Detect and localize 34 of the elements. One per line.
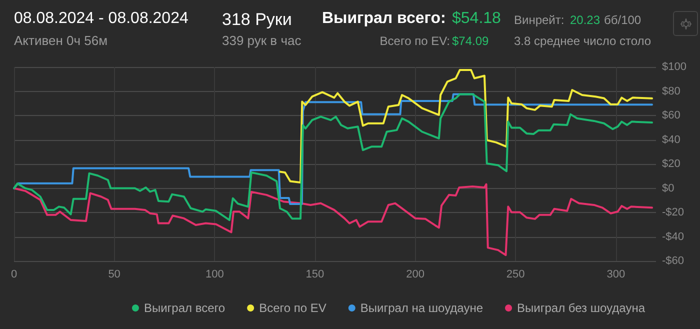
y-tick-label: $80 [662, 85, 680, 98]
y-tick-label: $0 [662, 182, 674, 194]
text: 339 рук в час [222, 33, 302, 48]
y-tick-label: -$60 [662, 255, 684, 267]
text: $54.18 [452, 10, 501, 28]
text: 318 Руки [222, 10, 292, 30]
text: 20.23 [570, 13, 600, 27]
text: Выиграл всего: [322, 10, 446, 28]
line-series [13, 183, 653, 256]
legend-label: Выиграл на шоудауне [360, 301, 484, 315]
legend-label: Выиграл всего [144, 301, 226, 315]
legend-label: Всего по EV [259, 301, 326, 315]
x-tick-label: 50 [108, 268, 120, 280]
text: бб/100 [604, 13, 642, 27]
x-tick-label: 100 [205, 268, 224, 280]
y-tick-label: -$40 [662, 230, 684, 243]
chart-title: 08.08.2024 - 08.08.2024 [14, 10, 188, 28]
y-tick-label: -$20 [662, 206, 684, 218]
x-tick-label: 250 [506, 268, 525, 280]
x-tick-label: 300 [606, 268, 626, 280]
x-tick-label: 200 [406, 268, 424, 280]
y-tick-label: $40 [662, 134, 680, 146]
line-series [279, 69, 653, 184]
text: Всего по EV: [380, 34, 450, 48]
text: Винрейт: [514, 13, 564, 27]
chart-subtitle: Активен 0ч 56м [14, 33, 108, 48]
y-tick-label: $20 [662, 158, 680, 170]
legend-label: Выиграл без шоудауна [517, 301, 646, 315]
y-tick-label: $60 [662, 110, 680, 122]
text: 3.8 среднее число столо [514, 34, 652, 48]
text: $74.09 [452, 34, 489, 48]
x-tick-label: 150 [306, 268, 324, 280]
y-tick-label: $100 [662, 61, 686, 73]
x-tick-label: 0 [10, 268, 18, 280]
